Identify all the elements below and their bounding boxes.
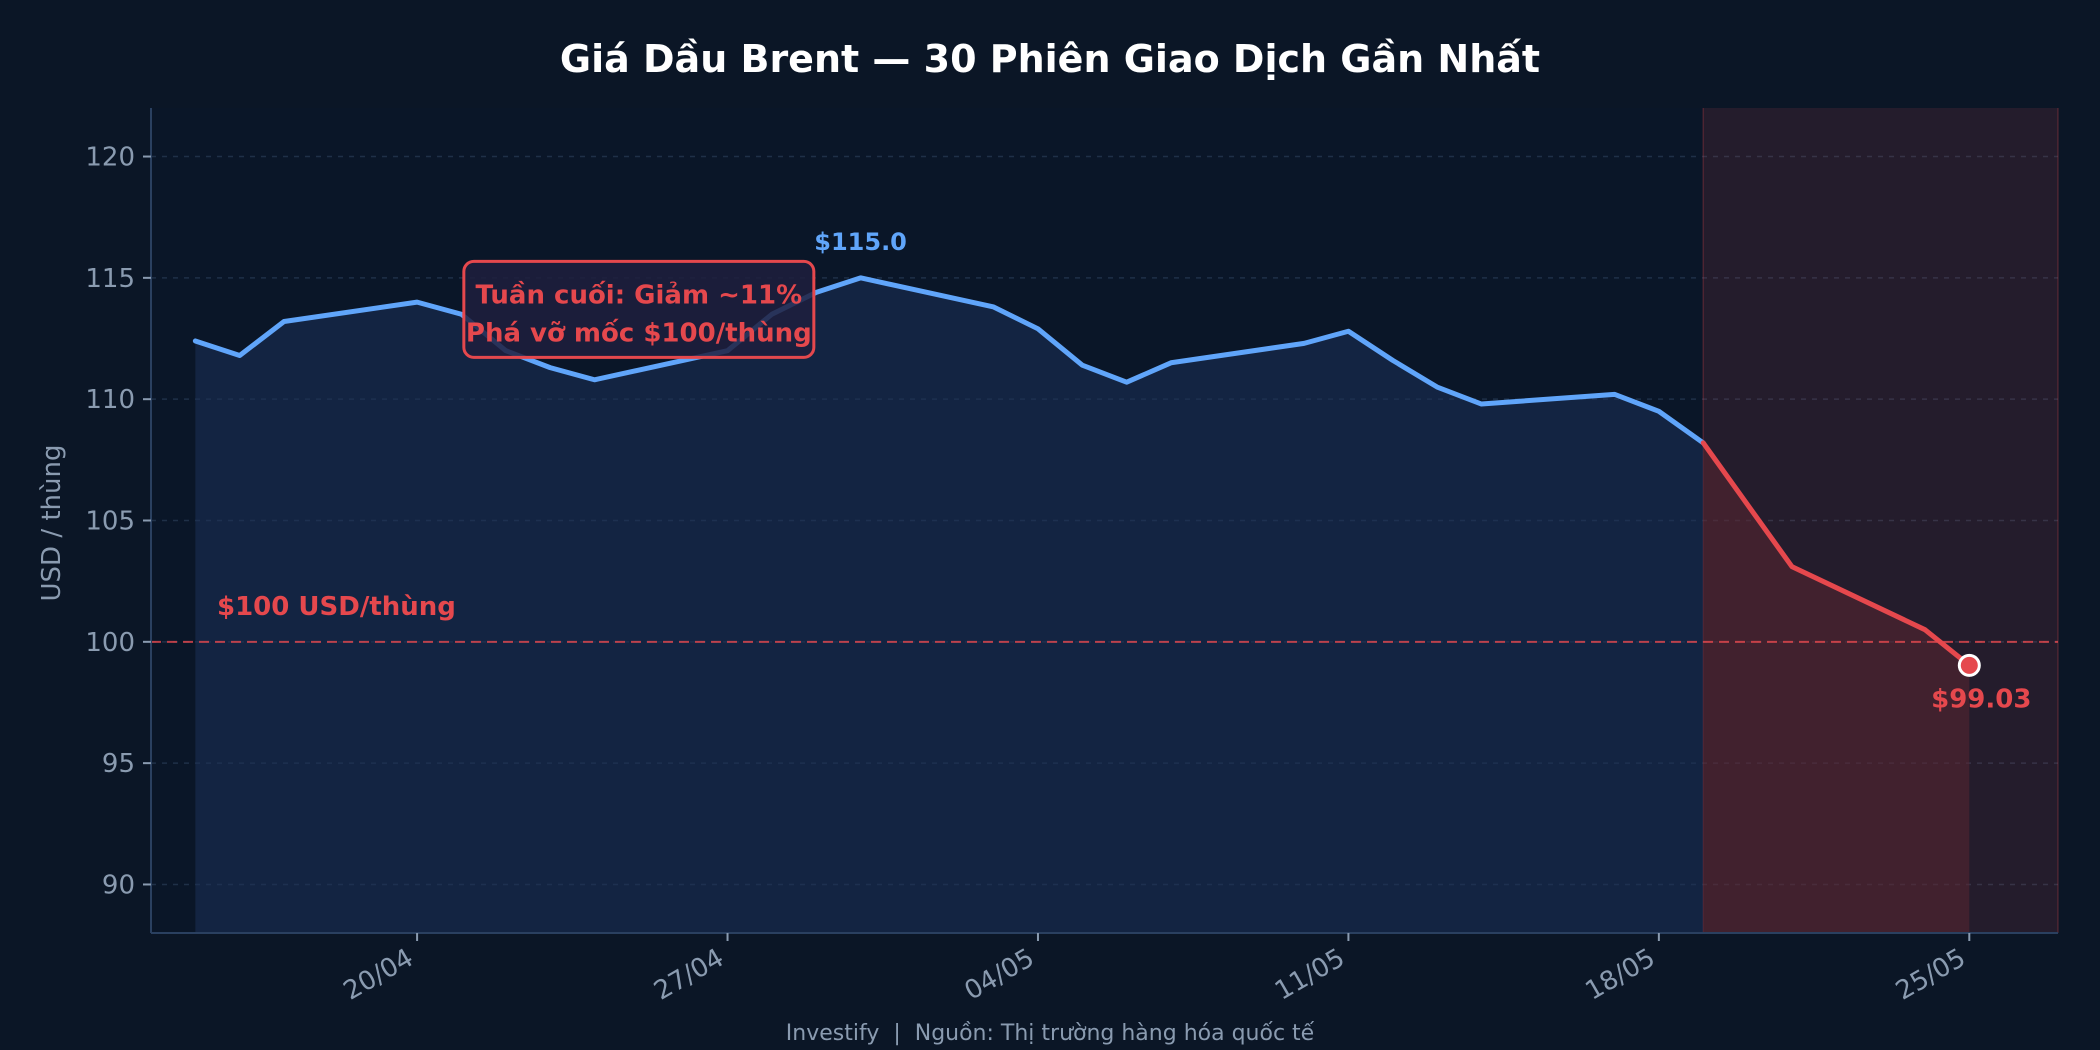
series-line-decline [1700,440,1972,668]
callout-line-2: Phá vỡ mốc $100/thùng [466,317,812,348]
series-line-main [192,275,1706,446]
series-area-main [195,277,1704,934]
series-area-decline [1703,442,1970,933]
peak-annotation: $115.0 [814,228,907,256]
y-tick-label: 105 [85,507,135,537]
footer-source: Investify | Nguồn: Thị trường hàng hóa q… [786,1021,1315,1046]
x-tick-label: 25/05 [1891,943,1971,1006]
chart-title: Giá Dầu Brent — 30 Phiên Giao Dịch Gần N… [560,37,1540,81]
y-tick-label: 100 [85,628,135,658]
x-tick-label: 11/05 [1270,943,1350,1006]
y-tick-label: 120 [85,143,135,173]
last-price-marker [1957,653,1981,677]
last-price-annotation: $99.03 [1931,684,2031,714]
x-tick-label: 20/04 [339,943,419,1006]
y-tick-label: 110 [85,385,135,415]
callout-line-1: Tuần cuối: Giảm ~11% [476,279,803,310]
y-tick-label: 95 [102,749,135,779]
reference-line-label: $100 USD/thùng [217,592,456,622]
y-tick-label: 115 [85,264,135,294]
x-tick-label: 04/05 [960,943,1040,1006]
x-tick-label: 27/04 [649,943,729,1006]
y-tick-label: 90 [102,870,135,900]
callout-box [462,259,816,359]
y-axis-label: USD / thùng [37,445,67,602]
x-tick-label: 18/05 [1580,943,1660,1006]
